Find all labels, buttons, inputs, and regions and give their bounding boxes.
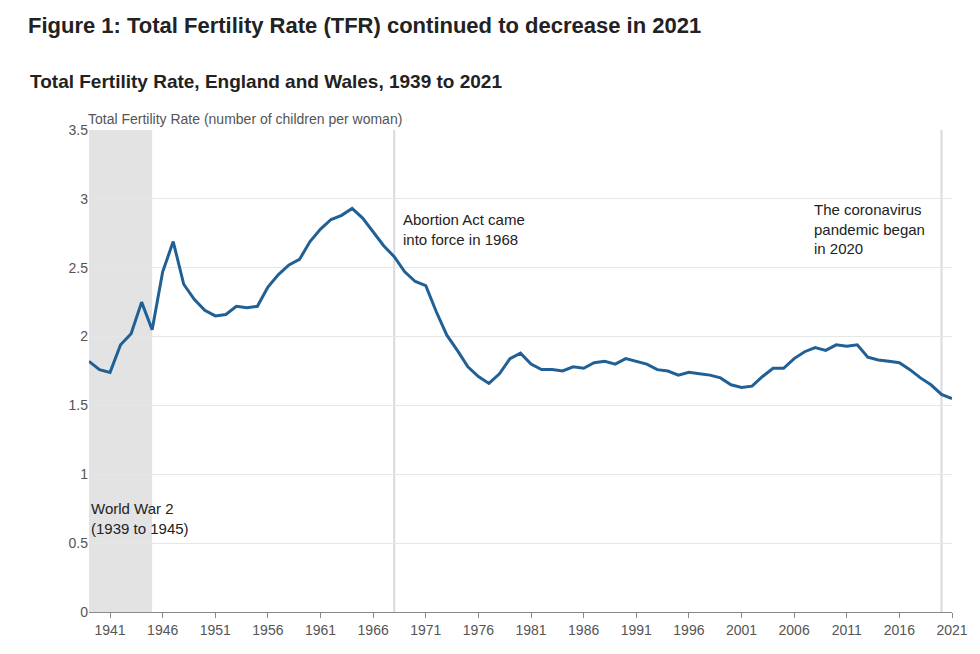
svg-text:Figure 1: Total Fertility Rate: Figure 1: Total Fertility Rate (TFR) con… — [28, 13, 701, 38]
svg-text:1956: 1956 — [252, 622, 283, 638]
svg-text:2006: 2006 — [779, 622, 810, 638]
svg-text:2.5: 2.5 — [69, 260, 89, 276]
svg-text:0: 0 — [80, 604, 88, 620]
svg-text:2021: 2021 — [936, 622, 967, 638]
svg-text:2016: 2016 — [884, 622, 915, 638]
svg-text:1986: 1986 — [568, 622, 599, 638]
svg-text:1966: 1966 — [358, 622, 389, 638]
svg-text:1961: 1961 — [305, 622, 336, 638]
svg-text:1951: 1951 — [200, 622, 231, 638]
svg-text:1946: 1946 — [147, 622, 178, 638]
svg-text:0.5: 0.5 — [69, 535, 89, 551]
svg-text:1976: 1976 — [463, 622, 494, 638]
svg-text:1.5: 1.5 — [69, 397, 89, 413]
svg-text:Total Fertility Rate (number o: Total Fertility Rate (number of children… — [88, 111, 402, 127]
svg-text:1991: 1991 — [621, 622, 652, 638]
svg-text:2001: 2001 — [726, 622, 757, 638]
svg-text:1941: 1941 — [94, 622, 125, 638]
svg-text:1981: 1981 — [515, 622, 546, 638]
svg-text:1: 1 — [80, 466, 88, 482]
svg-text:2: 2 — [80, 328, 88, 344]
svg-text:2011: 2011 — [832, 622, 862, 638]
svg-text:The coronaviruspandemic begani: The coronaviruspandemic beganin 2020 — [814, 201, 925, 257]
svg-text:World War 2(1939 to 1945): World War 2(1939 to 1945) — [91, 500, 189, 537]
svg-text:1996: 1996 — [673, 622, 704, 638]
svg-text:Total Fertility Rate, England: Total Fertility Rate, England and Wales,… — [30, 71, 502, 92]
svg-text:1971: 1971 — [410, 622, 441, 638]
svg-text:3: 3 — [80, 191, 88, 207]
svg-text:Abortion Act cameinto force in: Abortion Act cameinto force in 1968 — [403, 211, 525, 248]
svg-text:3.5: 3.5 — [69, 122, 89, 138]
